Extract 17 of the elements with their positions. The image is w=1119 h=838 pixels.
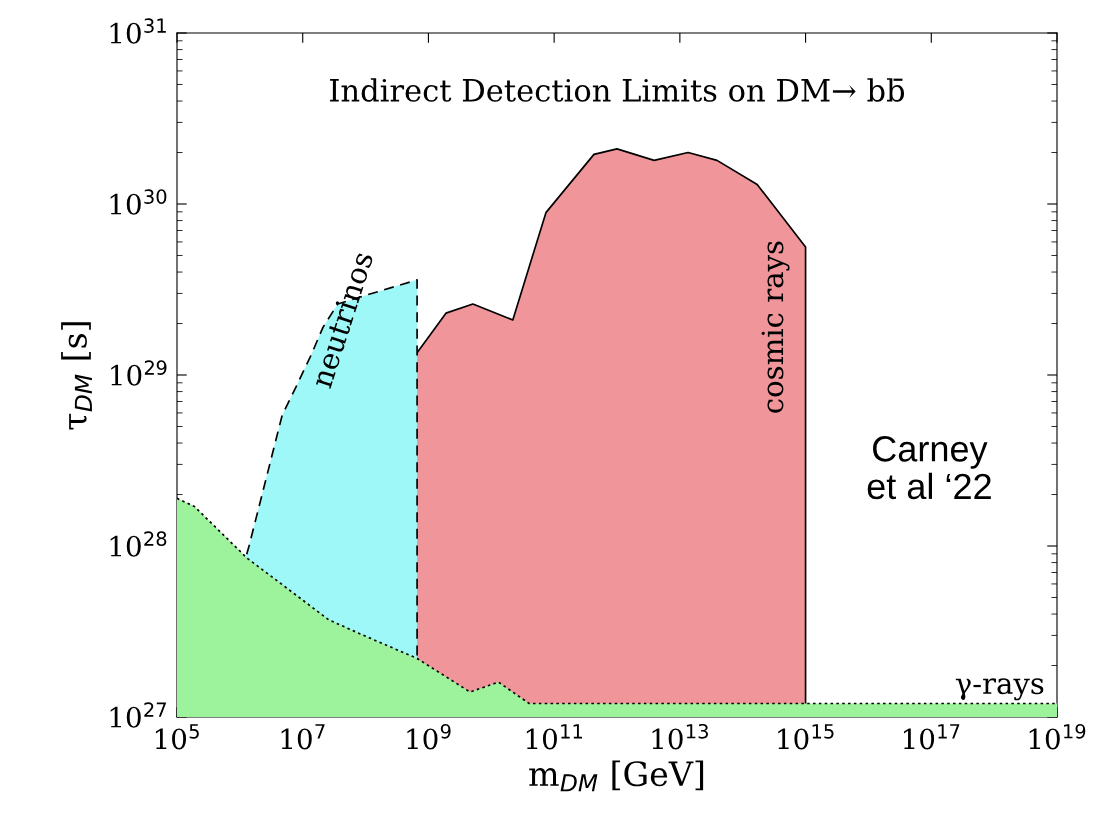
- y-tick-label: 10$^{29}$: [111, 360, 167, 386]
- x-axis-title: m$_{DM}$ [GeV]: [529, 760, 704, 792]
- y-tick-label: 10$^{30}$: [110, 189, 167, 215]
- y-tick-label: 10$^{31}$: [110, 18, 166, 44]
- x-tick-label: 10$^{7}$: [281, 724, 325, 750]
- annotation: γ-rays: [955, 678, 1044, 701]
- annotation: cosmic rays: [761, 241, 790, 413]
- x-tick-label: 10$^{13}$: [652, 723, 708, 750]
- x-tick-label: 10$^{11}$: [526, 724, 583, 750]
- x-tick-label: 10$^{17}$: [903, 724, 960, 750]
- y-axis-title: τ$_{DM}$ [s]: [61, 322, 92, 430]
- y-tick-label: 10$^{28}$: [110, 531, 167, 557]
- x-tick-label: 10$^{9}$: [407, 723, 451, 750]
- text: Indirect Detection Limits on DM→ bb̄: [330, 78, 905, 102]
- x-tick-label: 10$^{15}$: [778, 724, 834, 750]
- annotation: Carney et al ‘22: [867, 436, 991, 500]
- x-tick-label: 10$^{19}$: [1029, 723, 1086, 750]
